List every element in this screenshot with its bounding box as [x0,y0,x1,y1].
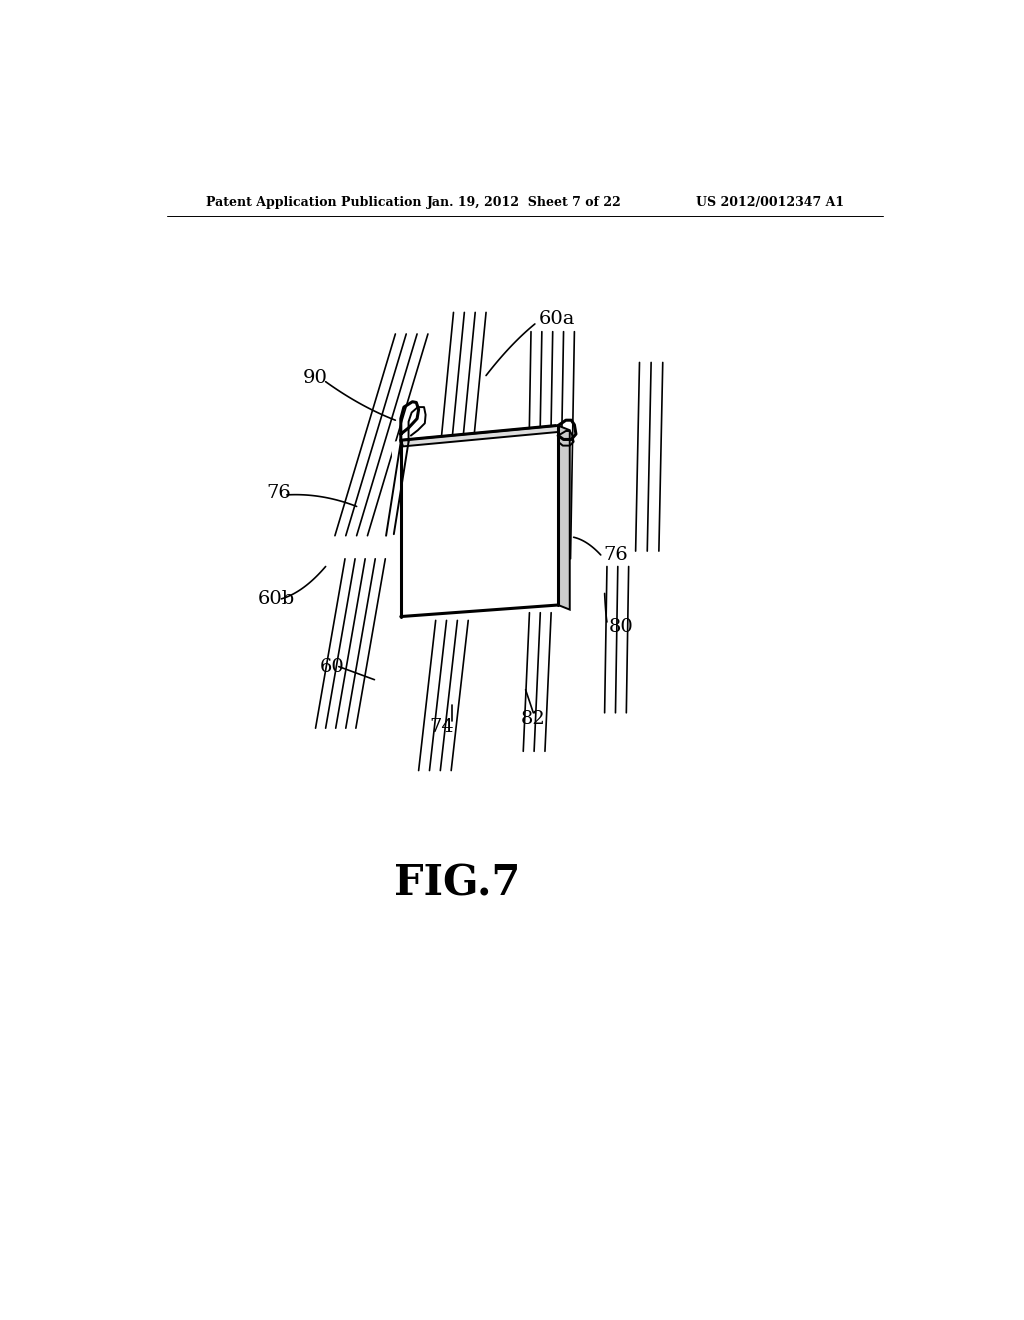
Text: 76: 76 [266,484,291,503]
Text: 60: 60 [321,657,345,676]
Text: Jan. 19, 2012  Sheet 7 of 22: Jan. 19, 2012 Sheet 7 of 22 [427,195,623,209]
Text: 82: 82 [521,710,546,727]
Text: 76: 76 [603,546,628,564]
Text: 60a: 60a [539,310,575,327]
Text: 60b: 60b [258,590,296,607]
Text: 74: 74 [429,718,455,735]
Polygon shape [391,426,563,619]
Text: 80: 80 [608,618,633,635]
Text: 90: 90 [302,368,328,387]
Text: Patent Application Publication: Patent Application Publication [206,195,421,209]
Text: FIG.7: FIG.7 [394,863,520,904]
Polygon shape [400,425,560,446]
Text: US 2012/0012347 A1: US 2012/0012347 A1 [696,195,844,209]
Polygon shape [558,425,569,610]
